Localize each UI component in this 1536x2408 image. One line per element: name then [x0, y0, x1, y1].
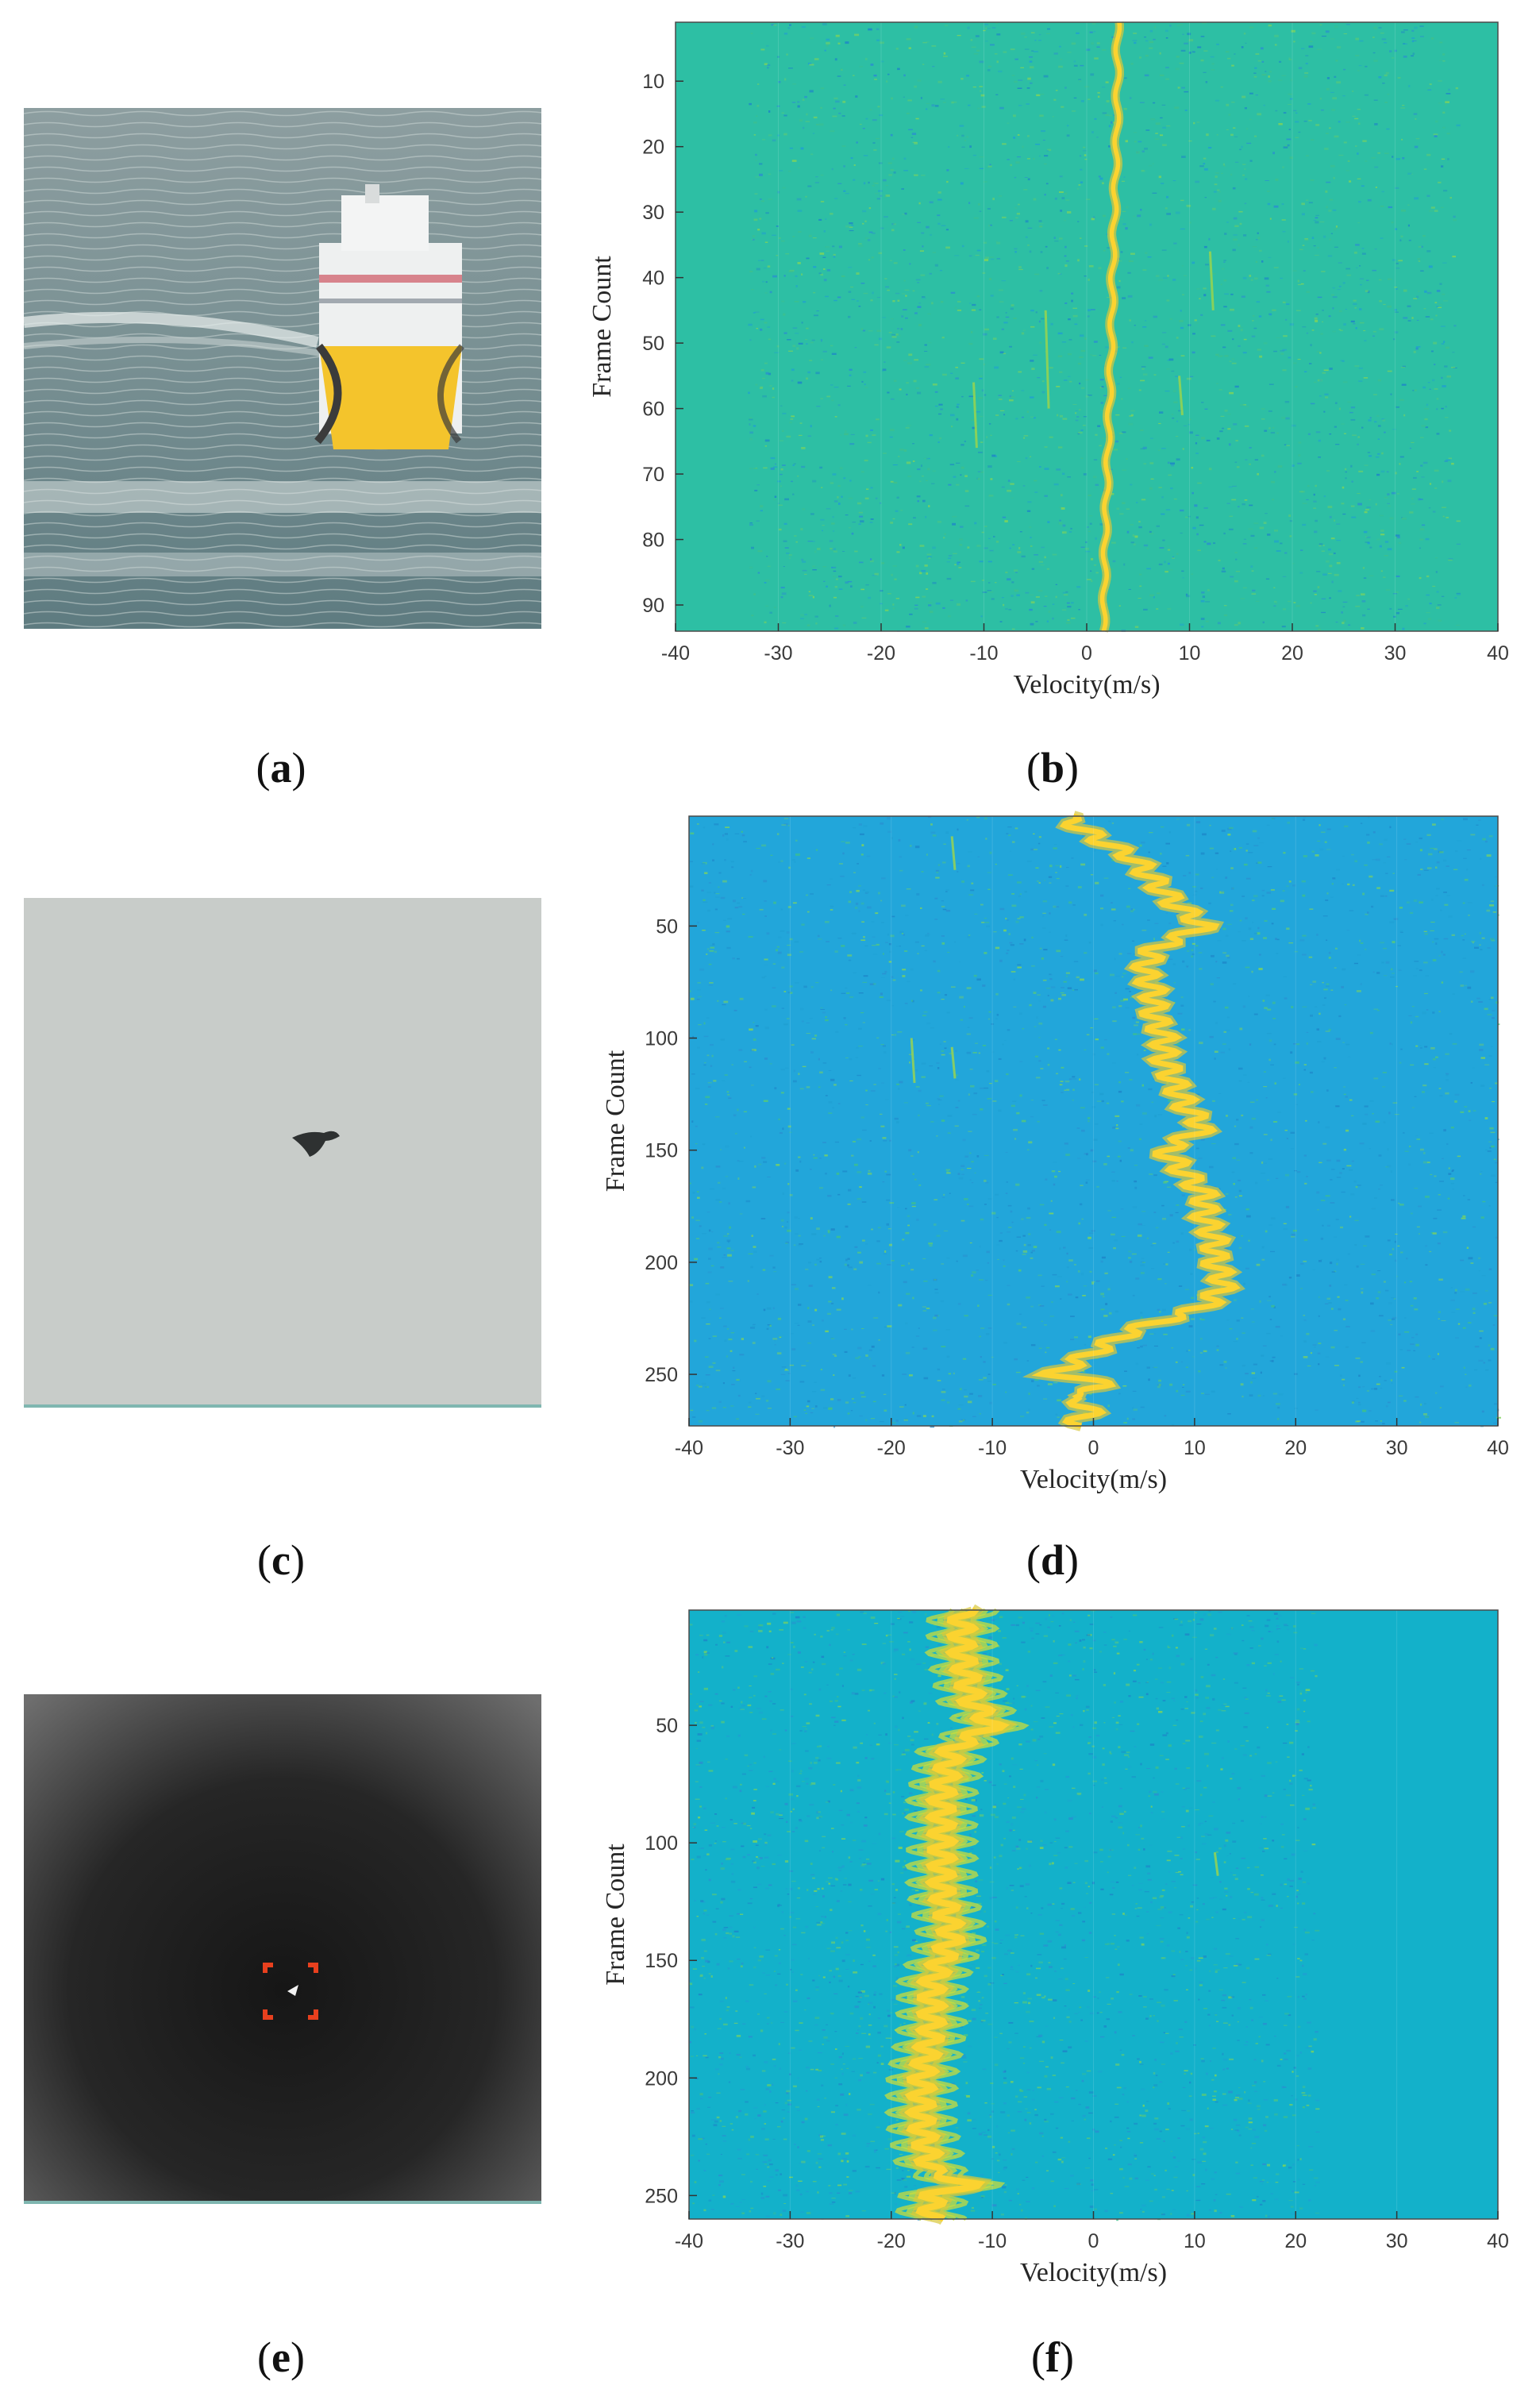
y-tick-label: 100	[645, 1832, 678, 1855]
weak-track	[1213, 1851, 1219, 1876]
chart-d: -40 -30 -20 -10 0 10 20 30 40 50 100 150 200 250 Veloc…	[601, 811, 1509, 1494]
x-tick-label: 0	[1088, 1437, 1099, 1459]
caption-a: (a)	[256, 744, 306, 792]
x-tick-label: 40	[1487, 642, 1509, 665]
y-tick-label: 50	[656, 1715, 678, 1737]
photo-ship	[24, 108, 541, 629]
plot-background	[676, 22, 1498, 631]
ridge-track	[903, 1607, 1011, 2222]
x-tick-label: 0	[1081, 642, 1092, 665]
x-tick-label: -40	[675, 2230, 703, 2252]
x-tick-label: 20	[1281, 642, 1303, 665]
y-tick-label: 90	[642, 595, 664, 617]
x-tick-label: 40	[1487, 2230, 1509, 2252]
x-tick-label: 30	[1384, 642, 1407, 665]
weak-track	[1178, 376, 1184, 415]
x-tick-label: 10	[1184, 2230, 1206, 2252]
y-tick-label: 150	[645, 1950, 678, 1972]
ridge-track	[1031, 813, 1241, 1429]
y-axis-label: Frame Count	[601, 1050, 630, 1192]
x-tick-label: 30	[1386, 1437, 1408, 1459]
y-tick-label: 100	[645, 1028, 678, 1050]
drone-icon	[287, 1985, 298, 1996]
chart-b: -40 -30 -20 -10 0 10 20 30 40 10 20 30 40 50 60 70 80 90 V…	[587, 21, 1509, 699]
x-axis-label: Velocity(m/s)	[1020, 1465, 1167, 1494]
y-tick-label: 20	[642, 137, 664, 159]
x-tick-label: 20	[1284, 2230, 1307, 2252]
y-tick-label: 50	[642, 333, 664, 355]
x-tick-label: -20	[877, 1437, 906, 1459]
photo-bird	[24, 898, 541, 1408]
y-tick-label: 10	[642, 71, 664, 93]
weak-track	[950, 1046, 957, 1079]
y-tick-label: 70	[642, 464, 664, 486]
caption-f: (f)	[1031, 2333, 1074, 2381]
x-tick-label: -20	[867, 642, 895, 665]
plot-background	[689, 1610, 1498, 2219]
bird-icon	[292, 1131, 340, 1157]
y-axis-label: Frame Count	[601, 1844, 630, 1986]
x-tick-label: -10	[978, 1437, 1007, 1459]
x-tick-label: 40	[1487, 1437, 1509, 1459]
plot-background	[689, 816, 1498, 1426]
ship-icon	[314, 184, 465, 449]
x-tick-label: 30	[1386, 2230, 1408, 2252]
caption-e: (e)	[257, 2333, 305, 2381]
caption-b: (b)	[1026, 744, 1080, 792]
y-tick-label: 200	[645, 2067, 678, 2090]
x-axis-label: Velocity(m/s)	[1020, 2258, 1167, 2287]
caption-c: (c)	[257, 1536, 305, 1584]
x-tick-label: -10	[969, 642, 998, 665]
weak-track	[1208, 251, 1215, 310]
y-tick-label: 250	[645, 1364, 678, 1386]
weak-track	[950, 836, 957, 870]
x-tick-label: -10	[978, 2230, 1007, 2252]
y-tick-label: 60	[642, 399, 664, 421]
caption-d: (d)	[1026, 1536, 1080, 1584]
y-tick-label: 80	[642, 530, 664, 552]
target-reticle-icon	[263, 1963, 318, 2020]
y-tick-label: 50	[656, 915, 678, 938]
y-tick-label: 150	[645, 1140, 678, 1162]
noise-speckle	[748, 22, 1461, 632]
weak-track	[1044, 310, 1050, 409]
x-tick-label: -40	[661, 642, 690, 665]
y-tick-label: 200	[645, 1252, 678, 1274]
y-tick-label: 250	[645, 2185, 678, 2207]
y-axis-label: Frame Count	[587, 256, 617, 398]
weak-track	[972, 382, 978, 449]
x-tick-label: 10	[1184, 1437, 1206, 1459]
x-tick-label: 0	[1088, 2230, 1099, 2252]
y-tick-label: 30	[642, 202, 664, 224]
x-tick-label: -30	[764, 642, 792, 665]
photo-drone	[24, 1694, 541, 2204]
x-tick-label: -30	[776, 1437, 804, 1459]
x-tick-label: 10	[1179, 642, 1201, 665]
y-tick-label: 40	[642, 268, 664, 290]
ridge-track	[1099, 21, 1122, 632]
chart-f: -40 -30 -20 -10 0 10 20 30 40 50 100 150 200 250 Veloc…	[601, 1604, 1509, 2287]
x-tick-label: -30	[776, 2230, 804, 2252]
weak-track	[910, 1038, 916, 1084]
x-axis-label: Velocity(m/s)	[1013, 670, 1160, 699]
x-tick-label: 20	[1284, 1437, 1307, 1459]
x-tick-label: -20	[877, 2230, 906, 2252]
x-tick-label: -40	[675, 1437, 703, 1459]
